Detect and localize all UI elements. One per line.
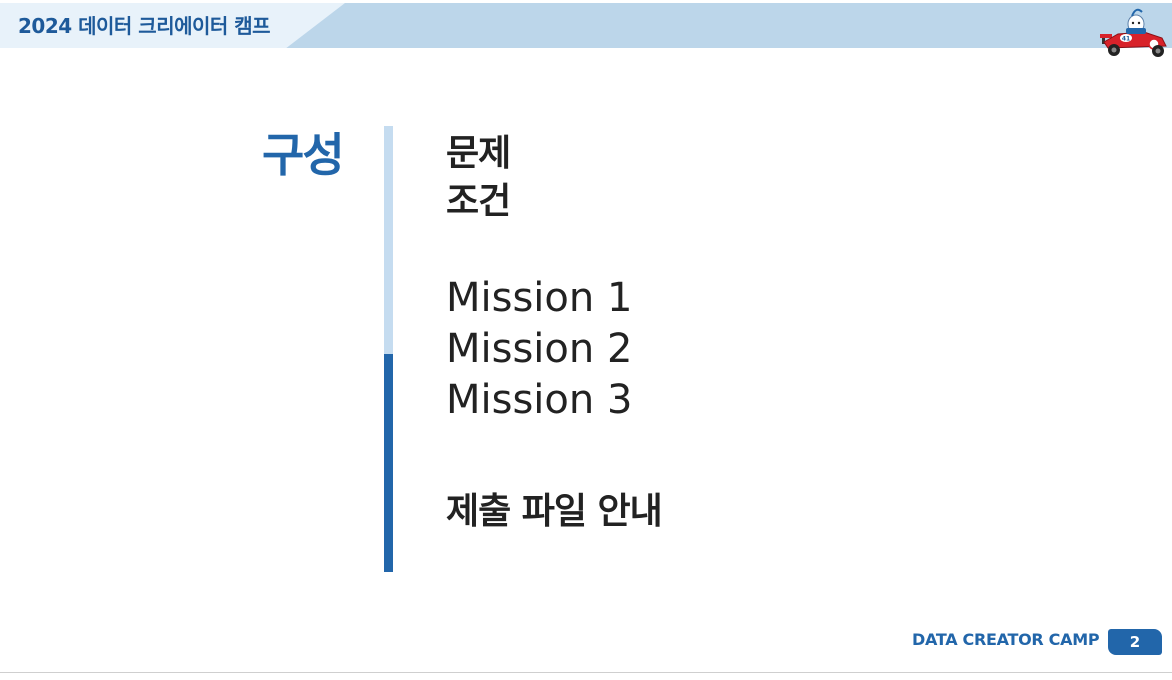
footer-divider: [0, 672, 1172, 673]
toc-item-conditions: 조건: [446, 181, 511, 222]
header-title: 2024 데이터 크리에이터 캠프: [18, 14, 271, 38]
section-divider-light: [384, 126, 393, 354]
toc-item-submission-guide: 제출 파일 안내: [446, 491, 663, 532]
svg-text:41: 41: [1122, 36, 1130, 43]
toc-item-mission-2: Mission 2: [446, 326, 633, 372]
toc-item-mission-1: Mission 1: [446, 275, 633, 321]
toc-item-mission-3: Mission 3: [446, 377, 633, 423]
toc-item-problem: 문제: [446, 133, 511, 174]
footer-brand: DATA CREATOR CAMP: [912, 630, 1100, 649]
section-divider-dark: [384, 354, 393, 572]
header-title-tab: [0, 3, 345, 48]
race-car-mascot-icon: 41: [1096, 4, 1170, 58]
page-number-badge: 2: [1108, 629, 1162, 655]
section-title: 구성: [262, 128, 345, 182]
